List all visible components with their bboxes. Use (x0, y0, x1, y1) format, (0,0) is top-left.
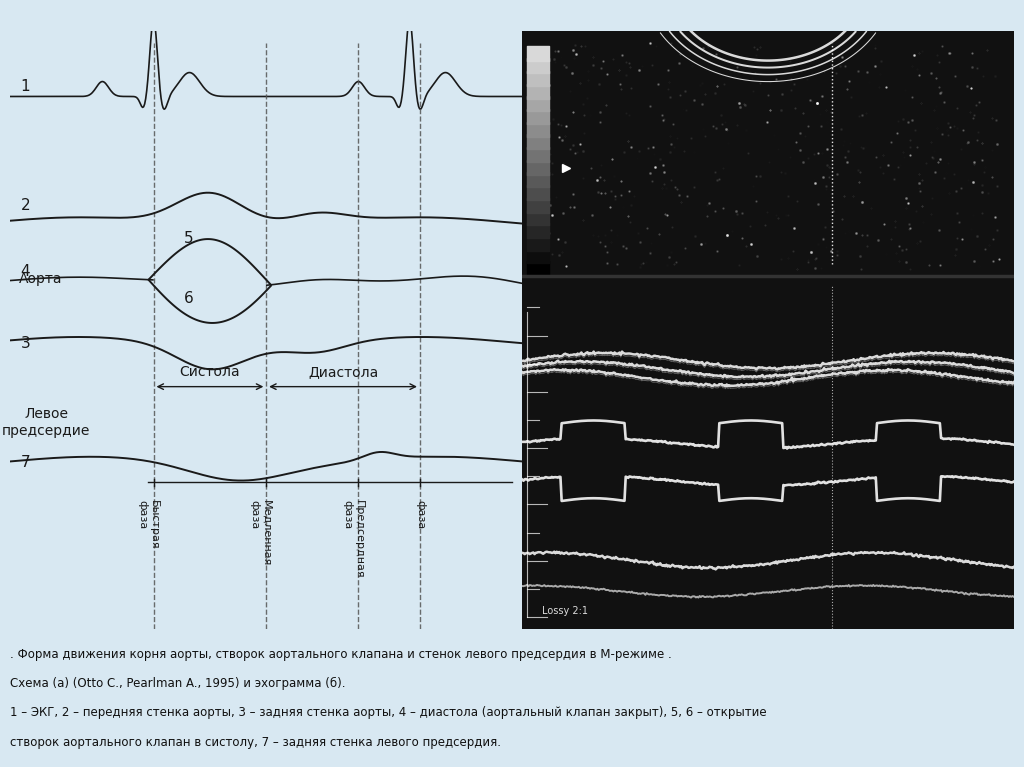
Text: Левое
предсердие: Левое предсердие (2, 407, 90, 438)
Text: 2: 2 (20, 198, 30, 213)
Text: створок аортального клапан в систолу, 7 – задняя стенка левого предсердия.: створок аортального клапан в систолу, 7 … (10, 736, 501, 749)
Text: Предсердная
фаза: Предсердная фаза (342, 500, 364, 579)
Text: . Форма движения корня аорты, створок аортального клапана и стенок левого предсе: . Форма движения корня аорты, створок ао… (10, 648, 672, 661)
Text: 1 – ЭКГ, 2 – передняя стенка аорты, 3 – задняя стенка аорты, 4 – диастола (аорта: 1 – ЭКГ, 2 – передняя стенка аорты, 3 – … (10, 706, 767, 719)
Text: Быстрая
фаза: Быстрая фаза (137, 500, 159, 550)
Text: Lossy 2:1: Lossy 2:1 (542, 606, 588, 616)
Text: фаза: фаза (415, 500, 425, 529)
Text: 5: 5 (184, 231, 194, 246)
Text: Аорта: Аорта (19, 272, 62, 286)
Text: 3: 3 (20, 336, 31, 351)
Text: Диастола: Диастола (308, 365, 378, 379)
Text: 1: 1 (20, 78, 30, 94)
Text: Медленная
фаза: Медленная фаза (250, 500, 271, 567)
Text: 6: 6 (184, 291, 195, 306)
Text: Схема (а) (Otto C., Pearlman A., 1995) и эхограмма (б).: Схема (а) (Otto C., Pearlman A., 1995) и… (10, 677, 346, 690)
Text: Систола: Систола (179, 365, 241, 379)
Text: 7: 7 (20, 456, 30, 470)
Text: 4: 4 (20, 264, 30, 279)
